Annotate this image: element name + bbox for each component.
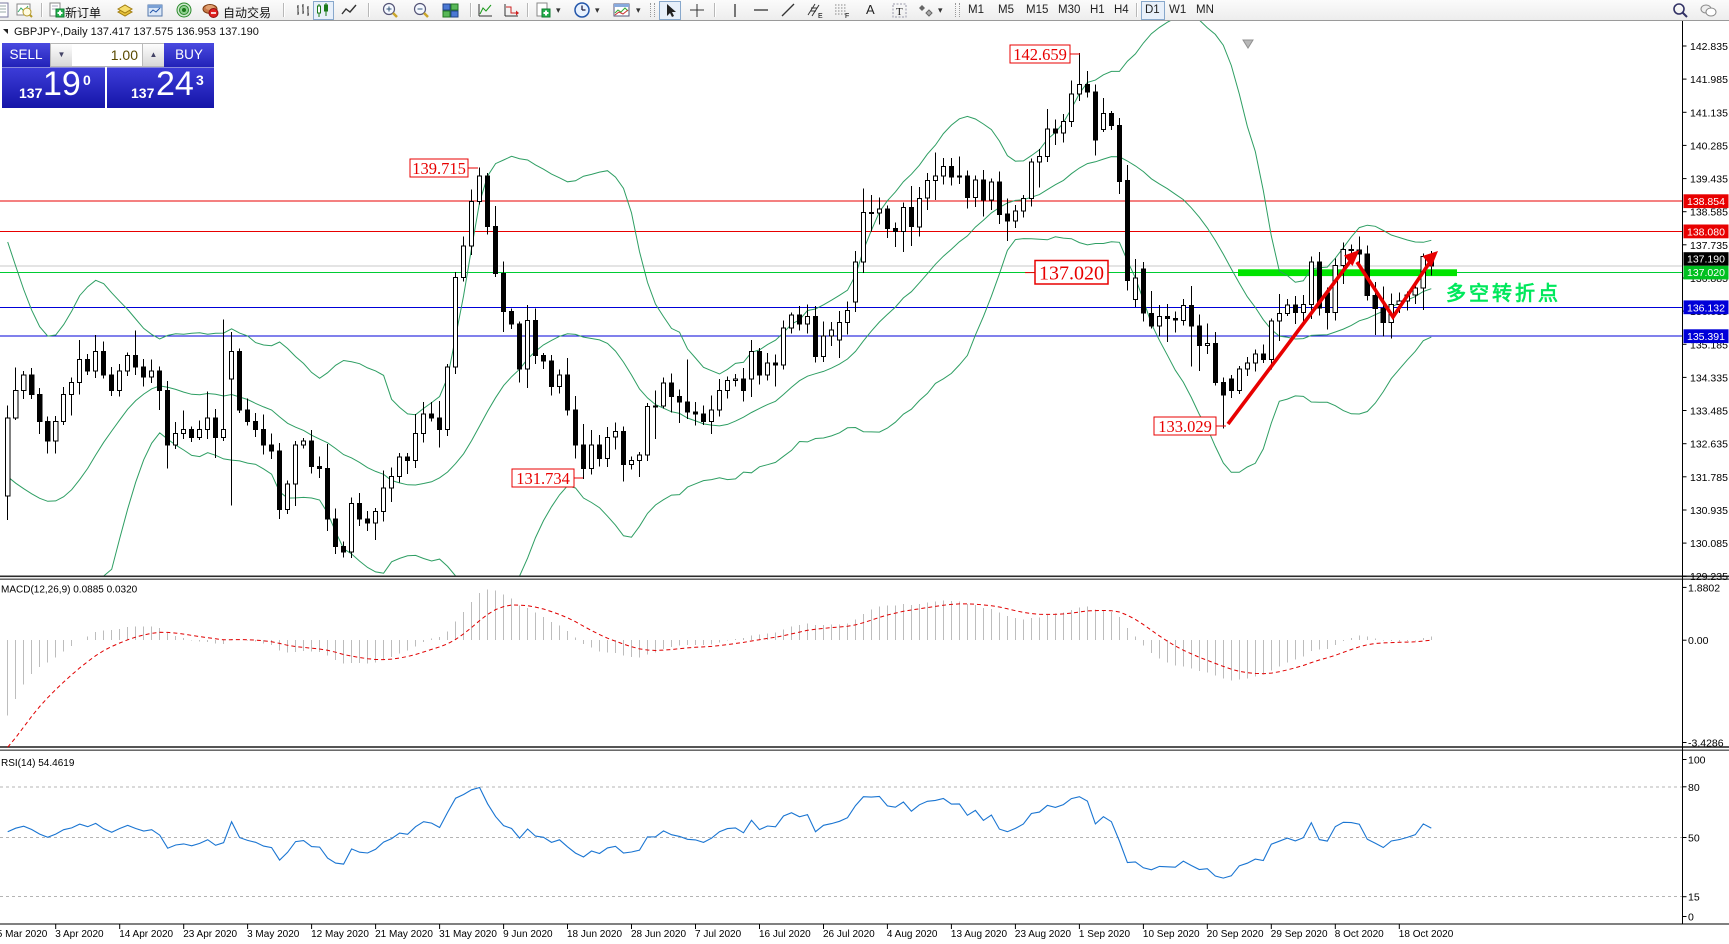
svg-text:137.190: 137.190 [1687,254,1725,266]
svg-text:15: 15 [1688,892,1700,904]
svg-text:4 Aug 2020: 4 Aug 2020 [887,929,938,940]
svg-text:100: 100 [1688,755,1706,767]
svg-text:133.029: 133.029 [1158,417,1212,436]
svg-text:1 Sep 2020: 1 Sep 2020 [1079,929,1131,940]
svg-text:138.080: 138.080 [1687,226,1725,238]
svg-text:1.8802: 1.8802 [1688,582,1720,594]
svg-text:MACD(12,26,9) 0.0885 0.0320: MACD(12,26,9) 0.0885 0.0320 [1,585,138,596]
svg-text:141.985: 141.985 [1690,74,1728,86]
svg-text:0: 0 [1688,912,1694,924]
svg-text:3 Apr 2020: 3 Apr 2020 [55,929,104,940]
svg-text:80: 80 [1688,782,1700,794]
svg-text:137.735: 137.735 [1690,240,1728,252]
svg-text:7 Jul 2020: 7 Jul 2020 [695,929,742,940]
svg-text:136.132: 136.132 [1687,302,1725,314]
svg-text:139.715: 139.715 [412,159,466,178]
svg-text:139.435: 139.435 [1690,174,1728,186]
svg-text:21 May 2020: 21 May 2020 [375,929,433,940]
svg-text:16 Jul 2020: 16 Jul 2020 [759,929,811,940]
svg-text:130.935: 130.935 [1690,505,1728,517]
svg-text:141.135: 141.135 [1690,107,1728,119]
svg-text:9 Jun 2020: 9 Jun 2020 [503,929,553,940]
svg-text:-3.4286: -3.4286 [1688,738,1724,750]
svg-text:138.585: 138.585 [1690,207,1728,219]
svg-text:RSI(14) 54.4619: RSI(14) 54.4619 [1,758,75,769]
svg-text:132.635: 132.635 [1690,439,1728,451]
svg-text:28 Jun 2020: 28 Jun 2020 [631,929,686,940]
svg-text:131.785: 131.785 [1690,472,1728,484]
svg-text:26 Jul 2020: 26 Jul 2020 [823,929,875,940]
svg-text:10 Sep 2020: 10 Sep 2020 [1143,929,1200,940]
svg-text:13 Aug 2020: 13 Aug 2020 [951,929,1008,940]
svg-text:12 May 2020: 12 May 2020 [311,929,369,940]
svg-text:18 Jun 2020: 18 Jun 2020 [567,929,622,940]
svg-text:134.335: 134.335 [1690,372,1728,384]
svg-text:25 Mar 2020: 25 Mar 2020 [0,929,48,940]
svg-text:F: F [845,13,849,19]
svg-text:GBPJPY-,Daily 137.417 137.575: GBPJPY-,Daily 137.417 137.575 136.953 13… [14,26,259,38]
svg-text:20 Sep 2020: 20 Sep 2020 [1207,929,1264,940]
svg-text:142.835: 142.835 [1690,41,1728,53]
svg-text:140.285: 140.285 [1690,140,1728,152]
svg-text:E: E [818,13,823,19]
svg-text:3 May 2020: 3 May 2020 [247,929,300,940]
svg-text:18 Oct 2020: 18 Oct 2020 [1399,929,1454,940]
svg-text:137.020: 137.020 [1039,262,1104,284]
svg-text:T: T [896,6,903,18]
svg-text:130.085: 130.085 [1690,538,1728,550]
svg-text:14 Apr 2020: 14 Apr 2020 [119,929,173,940]
svg-text:135.391: 135.391 [1687,331,1725,343]
svg-text:142.659: 142.659 [1013,45,1067,64]
svg-text:137.020: 137.020 [1687,267,1725,279]
svg-text:23 Aug 2020: 23 Aug 2020 [1015,929,1072,940]
svg-text:23 Apr 2020: 23 Apr 2020 [183,929,237,940]
svg-text:0.00: 0.00 [1688,635,1709,647]
svg-text:133.485: 133.485 [1690,406,1728,418]
svg-text:8 Oct 2020: 8 Oct 2020 [1335,929,1384,940]
svg-text:多空转折点: 多空转折点 [1446,281,1561,305]
svg-text:129.235: 129.235 [1690,571,1728,583]
svg-text:31 May 2020: 31 May 2020 [439,929,497,940]
svg-text:138.854: 138.854 [1687,196,1725,208]
svg-text:131.734: 131.734 [516,469,570,488]
svg-text:50: 50 [1688,833,1700,845]
svg-text:29 Sep 2020: 29 Sep 2020 [1271,929,1328,940]
